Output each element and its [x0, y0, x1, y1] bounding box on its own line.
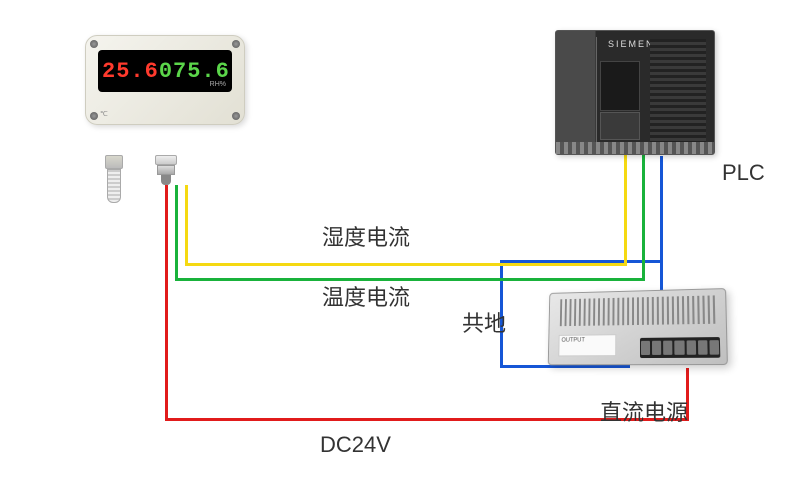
- screw-icon: [232, 40, 240, 48]
- plc-vents: [650, 39, 706, 146]
- sensor-enclosure: 25.6 075.6 RH% ℃: [85, 35, 245, 125]
- psu-spec-sticker: OUTPUT: [558, 334, 616, 356]
- temperature-value: 25.6: [102, 59, 159, 84]
- sensor-led-display: 25.6 075.6 RH%: [98, 50, 232, 92]
- screw-icon: [232, 112, 240, 120]
- plc-front-panel: [600, 61, 640, 111]
- screw-icon: [90, 112, 98, 120]
- label-dc-psu: 直流电源: [600, 395, 688, 427]
- temp-humidity-sensor: 25.6 075.6 RH% ℃: [85, 35, 245, 155]
- plc-controller: SIEMENS: [555, 30, 715, 155]
- label-dc24v: DC24V: [320, 432, 391, 458]
- sensor-probe: [105, 155, 123, 203]
- psu-enclosure: OUTPUT: [548, 288, 728, 365]
- plc-terminals: [556, 142, 714, 154]
- label-common-ground: 共地: [462, 306, 506, 338]
- humidity-unit: RH%: [210, 81, 226, 88]
- plc-slot-divider: [596, 37, 597, 148]
- cable-gland: [155, 155, 177, 185]
- dc-power-supply: OUTPUT: [545, 290, 725, 385]
- screw-icon: [90, 40, 98, 48]
- label-plc: PLC: [722, 160, 765, 186]
- psu-vents: [557, 295, 717, 326]
- temperature-unit: ℃: [100, 110, 108, 118]
- plc-door: [600, 112, 640, 140]
- humidity-value: 075.6: [159, 59, 230, 84]
- label-temperature-current: 温度电流: [322, 280, 410, 312]
- label-humidity-current: 湿度电流: [322, 220, 410, 252]
- psu-terminals: [640, 337, 720, 358]
